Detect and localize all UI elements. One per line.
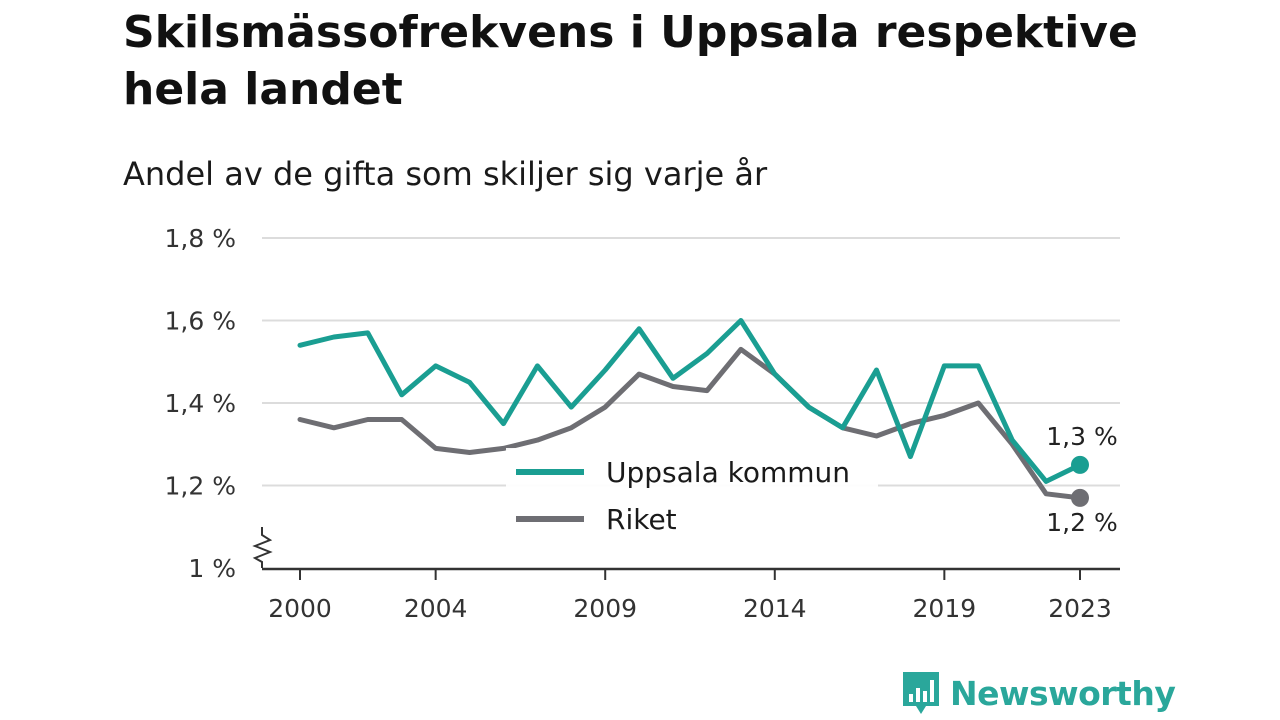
y-tick-label: 1,8 % (165, 224, 236, 253)
x-tick-label: 2019 (913, 594, 977, 623)
x-tick-label: 2000 (268, 594, 332, 623)
brand: Newsworthy (900, 668, 1176, 718)
series-line-uppsala (297, 318, 1083, 484)
y-tick-label: 1 % (188, 554, 236, 583)
x-tick-label: 2014 (743, 594, 807, 623)
end-value-label: 1,2 % (1046, 508, 1117, 537)
legend-label: Riket (606, 503, 677, 536)
legend-background (506, 448, 878, 548)
axis-break-icon (252, 527, 273, 568)
legend: Uppsala kommun Riket (506, 448, 878, 548)
chart-subtitle: Andel av de gifta som skiljer sig varje … (123, 155, 768, 193)
newsworthy-logo-icon (903, 672, 939, 714)
y-tick-label: 1,2 % (165, 472, 236, 501)
x-tick-label: 2009 (573, 594, 637, 623)
series-line-riket (297, 346, 1083, 501)
x-tick-label: 2004 (404, 594, 468, 623)
end-value-label: 1,3 % (1046, 422, 1117, 451)
x-tick-label: 2023 (1048, 594, 1112, 623)
end-marker-uppsala (1071, 455, 1089, 474)
legend-label: Uppsala kommun (606, 456, 850, 489)
end-marker-riket (1071, 488, 1089, 507)
chart-title: Skilsmässofrekvens i Uppsala respektive … (123, 7, 1138, 115)
y-tick-label: 1,6 % (165, 307, 236, 336)
y-tick-label: 1,4 % (165, 389, 236, 418)
brand-name: Newsworthy (950, 673, 1176, 713)
